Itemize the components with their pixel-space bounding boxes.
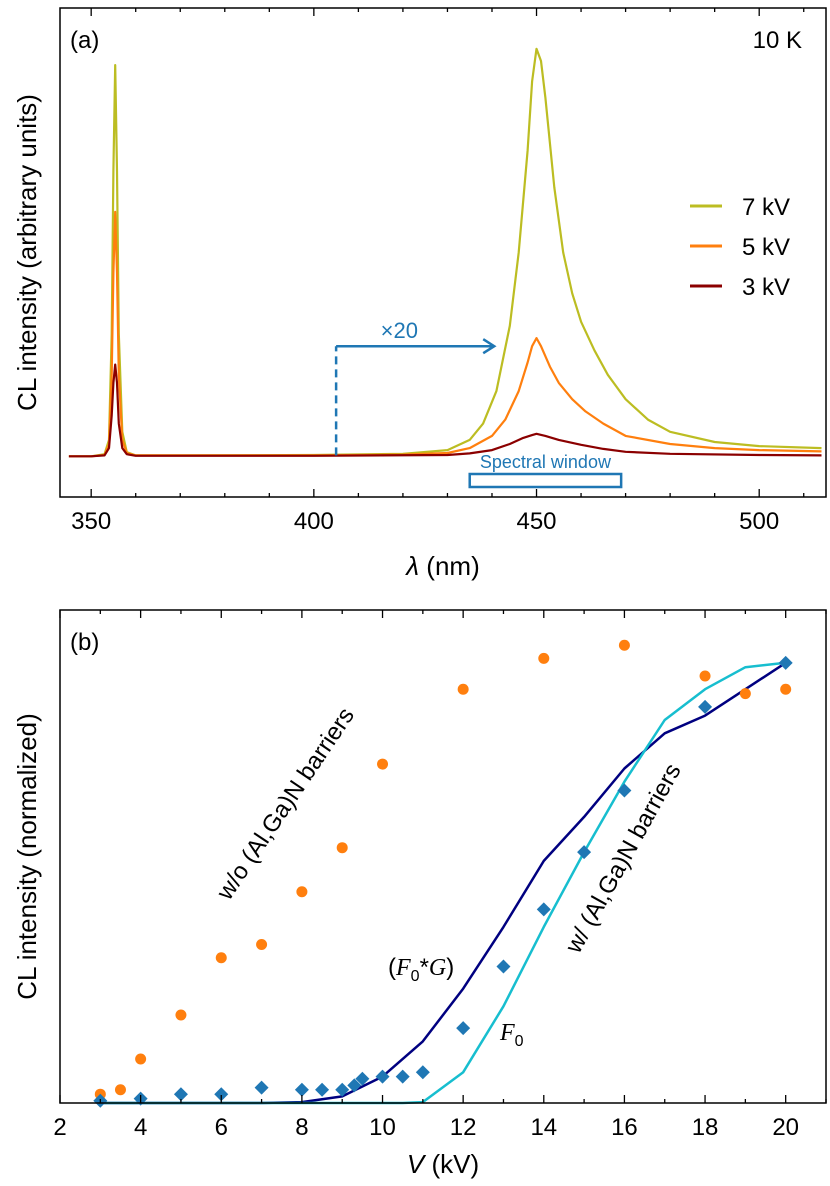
data-point-with-barriers	[415, 1065, 430, 1080]
x-tick-label: 16	[611, 1114, 638, 1141]
panel-a: ×20 Spectral window 350 400 450 500 (a) 10 …	[12, 7, 827, 581]
data-point-without-barriers	[618, 639, 630, 651]
data-point-without-barriers	[699, 670, 711, 682]
panel-a-frame	[59, 7, 827, 498]
legend-label: 7 kV	[742, 194, 790, 221]
panel-b-markers	[93, 639, 793, 1108]
data-point-with-barriers	[214, 1087, 229, 1102]
x-tick-label: 350	[71, 508, 111, 535]
x-tick-label: 6	[215, 1114, 228, 1141]
spectrum-line-3-kV	[68, 363, 822, 458]
panel-b-frame	[59, 609, 827, 1104]
data-point-without-barriers	[114, 1084, 126, 1096]
temperature-label: 10 K	[753, 27, 802, 54]
spectrum-line-5-kV	[68, 210, 822, 458]
data-point-without-barriers	[175, 1009, 187, 1021]
lambda-symbol: λ	[404, 551, 419, 581]
panel-a-series	[68, 47, 822, 458]
data-point-without-barriers	[215, 952, 227, 964]
data-point-with-barriers	[778, 655, 793, 670]
panel-a-y-axis-label: CL intensity (arbitrary units)	[12, 94, 42, 411]
panel-a-legend: 7 kV 5 kV 3 kV	[690, 194, 790, 301]
data-point-without-barriers	[377, 758, 389, 770]
data-point-with-barriers	[254, 1080, 269, 1095]
data-point-without-barriers	[336, 842, 348, 854]
conv-open-paren: (	[388, 954, 396, 981]
spectral-window-label: Spectral window	[480, 452, 612, 472]
x-tick-label: 2	[53, 1114, 66, 1141]
conv-close-paren: )	[446, 954, 454, 981]
x-tick-label: 450	[516, 508, 556, 535]
conv-script-f: F	[395, 955, 411, 981]
series-label-without-barriers: w/o (Al,Ga)N barriers	[211, 703, 360, 906]
data-point-with-barriers	[536, 902, 551, 917]
data-point-without-barriers	[780, 683, 792, 695]
data-point-with-barriers	[347, 1078, 362, 1093]
panel-a-label: (a)	[70, 27, 99, 54]
data-point-with-barriers	[375, 1069, 390, 1084]
x-tick-label: 18	[692, 1114, 719, 1141]
model-line	[100, 661, 787, 1105]
data-point-with-barriers	[173, 1087, 188, 1102]
panel-b-x-ticks: 2 4 6 8 10 12 14 16 18 20	[53, 610, 827, 1141]
data-point-with-barriers	[335, 1082, 350, 1097]
x-tick-label: 10	[369, 1114, 396, 1141]
x-tick-label: 14	[530, 1114, 557, 1141]
lambda-unit: (nm)	[419, 551, 480, 581]
panel-a-annotations: ×20 Spectral window	[334, 318, 623, 489]
data-point-with-barriers	[617, 783, 632, 798]
panel-b-x-axis-label: V (kV)	[407, 1149, 479, 1179]
arrow-head-icon	[482, 338, 497, 355]
model-line	[100, 661, 786, 1105]
voltage-unit: (kV)	[424, 1149, 479, 1179]
x-tick-label: 12	[450, 1114, 477, 1141]
x-tick-label: 8	[295, 1114, 308, 1141]
legend-label: 3 kV	[742, 274, 790, 301]
panel-b-label: (b)	[70, 629, 99, 656]
data-point-with-barriers	[577, 845, 592, 860]
series-label-f0: F0	[499, 1020, 524, 1050]
spectral-window-box	[468, 472, 623, 489]
data-point-without-barriers	[256, 939, 268, 951]
data-point-with-barriers	[395, 1069, 410, 1084]
data-point-without-barriers	[739, 688, 751, 700]
data-point-with-barriers	[456, 1021, 471, 1036]
x-tick-label: 4	[134, 1114, 147, 1141]
conv-script-g: G	[429, 955, 446, 981]
panel-b-model-lines	[100, 661, 787, 1105]
scale-factor-label: ×20	[381, 318, 418, 343]
data-point-with-barriers	[294, 1082, 309, 1097]
data-point-without-barriers	[135, 1053, 147, 1065]
data-point-with-barriers	[315, 1082, 330, 1097]
voltage-symbol: V	[407, 1149, 427, 1179]
f0-subscript: 0	[515, 1033, 524, 1050]
x-tick-label: 400	[294, 508, 334, 535]
panel-b: 2 4 6 8 10 12 14 16 18 20 (b) w/o (Al,Ga)N barrie…	[12, 609, 827, 1179]
conv-operator: *	[420, 954, 429, 981]
data-point-without-barriers	[296, 886, 308, 898]
f0-script-f: F	[499, 1020, 515, 1046]
panel-a-x-axis-label: λ (nm)	[404, 551, 479, 581]
conv-subscript: 0	[411, 968, 420, 985]
spectrum-line-7-kV	[68, 47, 822, 458]
panel-a-x-ticks: 350 400 450 500	[71, 8, 805, 535]
x-tick-label: 500	[739, 508, 779, 535]
data-point-without-barriers	[538, 652, 550, 664]
legend-label: 5 kV	[742, 234, 790, 261]
data-point-without-barriers	[457, 683, 469, 695]
data-point-with-barriers	[698, 699, 713, 714]
panel-b-y-axis-label: CL intensity (normalized)	[12, 713, 42, 1000]
series-label-convolution: (F0*G)	[388, 954, 454, 985]
x-tick-label: 20	[772, 1114, 799, 1141]
data-point-with-barriers	[496, 959, 511, 974]
data-point-with-barriers	[355, 1071, 370, 1086]
